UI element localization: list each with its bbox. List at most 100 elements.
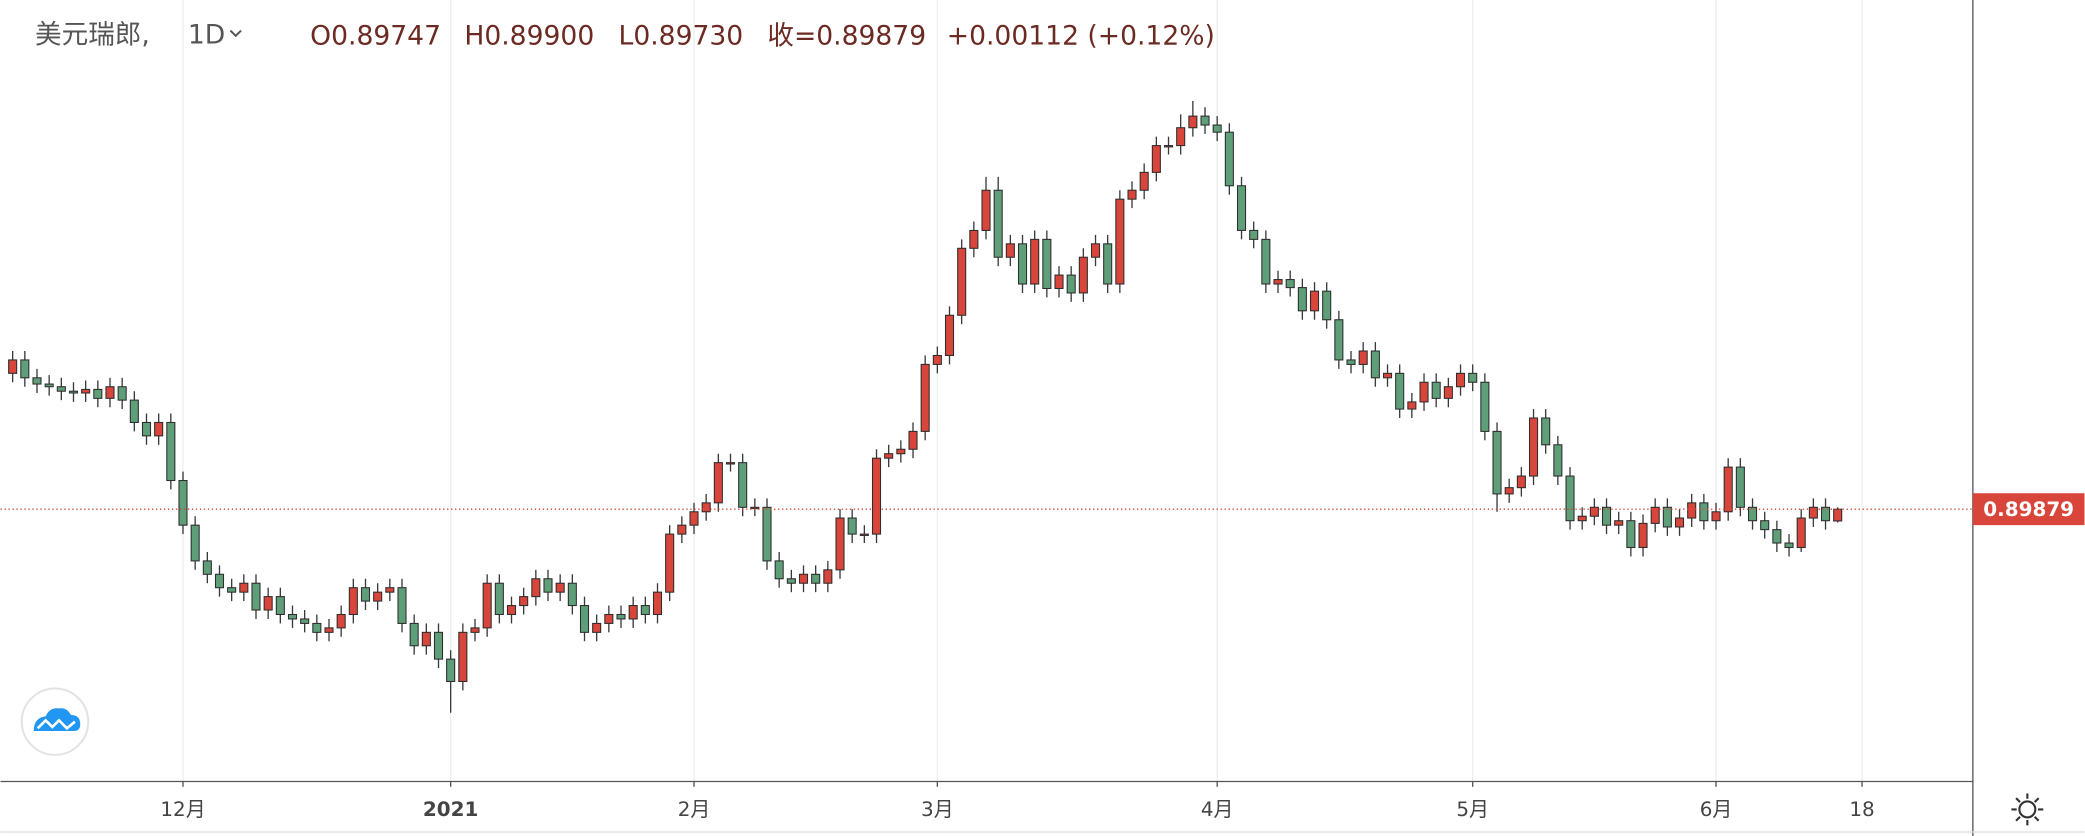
candle-body [1516, 475, 1526, 489]
candle-body [579, 605, 590, 633]
candle-body [920, 363, 930, 432]
candle-body [725, 462, 736, 465]
candle-body [762, 506, 772, 562]
candle-body [859, 533, 869, 536]
candle-body [1030, 238, 1040, 285]
logo-wave[interactable] [36, 718, 76, 731]
candle-body [1054, 274, 1064, 290]
candle-body [1139, 171, 1149, 191]
candle-body [1687, 502, 1697, 519]
candle-body [798, 573, 809, 584]
settings-icon[interactable] [2011, 793, 2044, 826]
candle-body [141, 421, 152, 437]
interval[interactable]: 1D [188, 19, 225, 50]
candle-body [178, 479, 188, 526]
change-label: +0.00112 (+0.12%) [947, 21, 1215, 52]
candle-body [1115, 198, 1125, 285]
candle-body [1407, 401, 1417, 410]
candle-body [1589, 506, 1599, 517]
candle-body [750, 506, 760, 510]
candle-body [823, 569, 833, 584]
low-label: L0.89730 [619, 21, 744, 52]
candle-body [421, 631, 431, 647]
candle-body [397, 587, 407, 624]
candle-body [251, 582, 261, 611]
candle-body [543, 578, 553, 593]
candle-body [1395, 372, 1405, 410]
gear-circle[interactable] [2018, 800, 2037, 819]
candle-body [1419, 381, 1429, 403]
high-label: H0.89900 [464, 21, 594, 52]
candle-body [1492, 430, 1502, 495]
candle-body [1017, 243, 1028, 285]
logo[interactable] [20, 687, 90, 756]
candle-body [409, 622, 419, 647]
candle-body [1468, 372, 1478, 383]
candle-body [214, 573, 225, 589]
candle-body [738, 462, 748, 508]
candle-body [944, 314, 955, 357]
candle-body [227, 587, 237, 593]
candle-body [1127, 189, 1137, 200]
candle-body [348, 587, 358, 616]
candle-body [287, 613, 298, 620]
candle-body [1820, 506, 1831, 522]
candle-body [1541, 417, 1551, 446]
candle-body [1090, 243, 1101, 258]
candle-body [1772, 529, 1782, 544]
interval-chevron[interactable] [229, 29, 242, 38]
candle-body [713, 462, 723, 504]
candle-body [105, 386, 115, 399]
candle-body [1151, 145, 1161, 173]
candle-body [385, 587, 395, 593]
candle-body [932, 354, 942, 365]
candle-body [811, 573, 821, 584]
price-marker: 0.89879 [0, 493, 2085, 526]
candle-body [20, 359, 30, 379]
candle-body [1370, 350, 1380, 379]
candle-body [1650, 506, 1660, 524]
close-label: 收=0.89879 [767, 21, 926, 52]
candle-body [1212, 124, 1222, 133]
candle-body [32, 377, 42, 385]
candle-body [1699, 502, 1709, 522]
candle-body [1747, 506, 1758, 522]
candle-body [689, 511, 699, 526]
candle-body [1760, 520, 1770, 531]
candle-body [993, 189, 1003, 258]
gear-rays[interactable] [2011, 793, 2044, 826]
candle-body [896, 448, 906, 455]
x-tick-label: 6月 [1700, 798, 1733, 821]
candle-body [1601, 506, 1612, 526]
candle-body [1285, 279, 1295, 289]
open-label: O0.89747 [310, 21, 441, 52]
x-tick-label: 4月 [1201, 798, 1234, 821]
candle-body [300, 618, 310, 624]
candle-body [640, 605, 650, 616]
candle-body [1176, 127, 1186, 147]
candle-body [1297, 287, 1307, 312]
candle-body [1103, 243, 1113, 285]
x-axis: 12月 2021 2月 3月 4月 5月 6月 18 [160, 781, 1875, 821]
candle-body [1382, 372, 1393, 379]
candle-body [786, 578, 796, 584]
x-tick-label: 18 [1849, 798, 1874, 821]
candle-body [1309, 290, 1320, 312]
candle-body [1200, 115, 1210, 126]
last-price-box [1972, 493, 2085, 526]
candle-body [458, 631, 468, 683]
candle-body [336, 613, 346, 629]
candle-body [1334, 319, 1344, 361]
candle-body [1261, 238, 1271, 285]
candle-body [1723, 466, 1733, 513]
candle-body [433, 631, 444, 660]
candle-body [1188, 115, 1198, 129]
candle-body [1431, 381, 1441, 399]
candle-body [652, 591, 663, 616]
candle-body [1443, 386, 1453, 399]
candle-body [519, 596, 529, 607]
candle-body [44, 383, 54, 388]
candle-body [1711, 511, 1721, 522]
